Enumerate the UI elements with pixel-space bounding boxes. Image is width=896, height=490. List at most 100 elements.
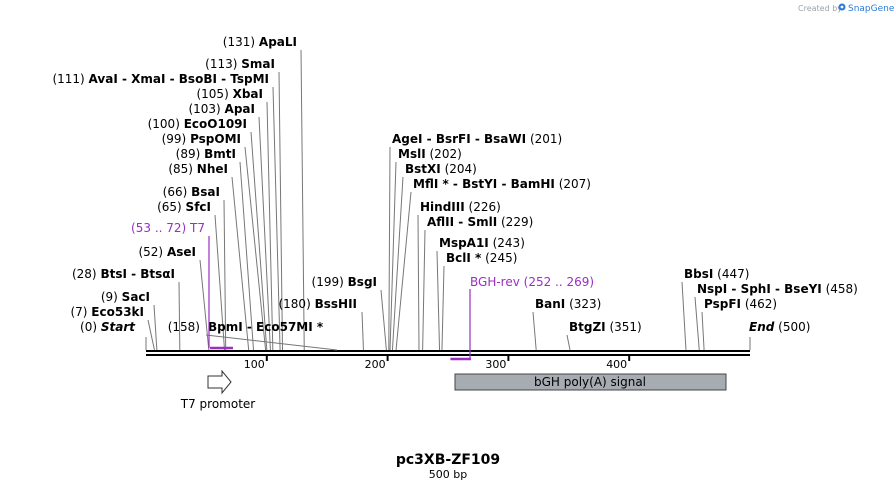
site-name-bsgi: BsgI — [348, 275, 377, 289]
site-position-btgzi: (351) — [609, 320, 641, 334]
feature-label-t7-promoter: T7 promoter — [180, 397, 256, 411]
primers: (53 .. 72) T7 BGH-rev (252 .. 269) — [131, 221, 594, 361]
site-label-pspomi: (99) PspOMI — [162, 132, 241, 146]
site-label-ecoo109i: (100) EcoO109I — [148, 117, 247, 131]
site-label-mfli-bstyi-bamhi: MflI * - BstYI - BamHI (207) — [413, 177, 591, 191]
site-position-ecoo109i: (100) — [148, 117, 180, 131]
cut-line-bani — [532, 311, 537, 351]
plasmid-title: pc3XB-ZF109 — [396, 452, 500, 468]
site-label-saci: (9) SacI — [101, 290, 150, 304]
site-position-btsi-bts-i: (28) — [72, 267, 97, 281]
watermark-prefix: Created by — [798, 4, 842, 13]
site-label-eco53ki: (7) Eco53kI — [70, 305, 144, 319]
site-position-mfli-bstyi-bamhi: (207) — [559, 177, 591, 191]
site-label-nhei: (85) NheI — [168, 162, 228, 176]
cut-line-bpmi-eco57mi — [205, 334, 337, 351]
site-name-bstxi: BstXI — [405, 162, 441, 176]
site-position-pspfi: (462) — [745, 297, 777, 311]
site-name-xbai: XbaI — [233, 87, 263, 101]
site-name-eco53ki: Eco53kI — [91, 305, 144, 319]
site-label-btgzi: BtgZI (351) — [569, 320, 642, 334]
site-position-nspi-sphi-bseyi: (458) — [826, 282, 858, 296]
site-name-bsshii: BssHII — [315, 297, 357, 311]
cut-line-bsgi — [380, 289, 387, 351]
snapgene-logo-icon — [838, 3, 846, 11]
site-name-bsai: BsaI — [191, 185, 220, 199]
site-position-saci: (9) — [101, 290, 118, 304]
feature-box-bgh-polya — [454, 373, 727, 391]
site-name-mfli-bstyi-bamhi: MflI * - BstYI - BamHI — [413, 177, 555, 191]
cut-line-apali — [300, 49, 305, 351]
site-position-sfci: (65) — [157, 200, 182, 214]
site-position-smai: (113) — [205, 57, 237, 71]
cut-line-bsshii — [361, 311, 364, 351]
cut-line-bstxi — [391, 176, 404, 351]
cut-line-pspfi — [701, 311, 705, 351]
site-position-hindiii: (226) — [469, 200, 501, 214]
site-label-msli: MslI (202) — [398, 147, 462, 161]
site-label-bsgi: (199) BsgI — [312, 275, 377, 289]
primer-label-bgh-rev: BGH-rev (252 .. 269) — [470, 275, 594, 289]
site-label-avai-xmai-bsobi-tspmi: (111) AvaI - XmaI - BsoBI - TspMI — [52, 72, 269, 86]
cut-line-hindiii — [417, 214, 420, 351]
features: T7 promoter bGH poly(A) signal — [180, 369, 727, 411]
t7-promoter-arrow-icon — [207, 369, 232, 395]
site-position-xbai: (105) — [196, 87, 228, 101]
site-label-start: (0) Start — [80, 320, 136, 334]
site-name-pspomi: PspOMI — [190, 132, 241, 146]
site-name-bbsi: BbsI — [684, 267, 713, 281]
site-position-aflii-smli: (229) — [501, 215, 533, 229]
site-position-bsai: (66) — [163, 185, 188, 199]
site-label-bstxi: BstXI (204) — [405, 162, 477, 176]
cut-line-btgzi — [566, 334, 571, 351]
site-label-smai: (113) SmaI — [205, 57, 275, 71]
site-label-mspa1i: MspA1I (243) — [439, 236, 525, 250]
site-label-bpmi-eco57mi: BpmI - Eco57MI * — [208, 320, 324, 334]
site-name-nhei: NheI — [197, 162, 228, 176]
axis-ticks: 100 200 300 400 — [244, 356, 631, 371]
site-name-mspa1i: MspA1I — [439, 236, 489, 250]
primer-label-t7: (53 .. 72) T7 — [131, 221, 205, 235]
site-label-asei: (52) AseI — [138, 245, 196, 259]
cut-line-bbsi — [681, 281, 687, 351]
site-name-smai: SmaI — [241, 57, 275, 71]
site-position-bpmi-eco57mi: (158) — [168, 320, 200, 334]
cut-line-nhei — [231, 176, 250, 351]
cut-line-pspomi — [244, 146, 267, 351]
cut-line-xbai — [266, 101, 274, 351]
site-position-bani: (323) — [569, 297, 601, 311]
site-name-end: End — [749, 320, 775, 334]
cut-line-mspa1i — [436, 250, 441, 351]
cut-line-aflii-smli — [422, 229, 426, 351]
cut-line-nspi-sphi-bseyi — [694, 296, 700, 351]
site-name-sfci: SfcI — [186, 200, 211, 214]
site-label-end: End (500) — [749, 320, 810, 334]
cut-site-lines — [145, 49, 751, 351]
cut-line-msli — [389, 161, 397, 351]
site-position-bsshii: (180) — [278, 297, 310, 311]
cut-line-agei-bsrfi-bsawi — [388, 146, 391, 351]
cut-line-ecoo109i — [250, 131, 268, 351]
site-position-end: (500) — [778, 320, 810, 334]
tick-label-400: 400 — [606, 358, 627, 371]
site-name-bcli: BclI * — [446, 251, 482, 265]
site-label-pspfi: PspFI (462) — [704, 297, 777, 311]
cut-line-bmti — [239, 161, 255, 351]
site-position-bcli: (245) — [485, 251, 517, 265]
site-position-eco53ki: (7) — [70, 305, 87, 319]
site-label-nspi-sphi-bseyi: NspI - SphI - BseYI (458) — [697, 282, 858, 296]
site-name-pspfi: PspFI — [704, 297, 741, 311]
site-name-asei: AseI — [167, 245, 196, 259]
plasmid-length: 500 bp — [429, 468, 467, 481]
site-label-bcli: BclI * (245) — [446, 251, 517, 265]
site-label-xbai: (105) XbaI — [196, 87, 263, 101]
cut-line-avai-xmai-bsobi-tspmi — [272, 86, 281, 351]
site-name-ecoo109i: EcoO109I — [184, 117, 247, 131]
site-name-hindiii: HindIII — [420, 200, 465, 214]
cut-line-apai — [258, 116, 271, 351]
site-label-hindiii: HindIII (226) — [420, 200, 501, 214]
site-name-bpmi-eco57mi: BpmI - Eco57MI * — [208, 320, 324, 334]
watermark-brand: SnapGene — [848, 4, 895, 14]
site-name-btgzi: BtgZI — [569, 320, 606, 334]
